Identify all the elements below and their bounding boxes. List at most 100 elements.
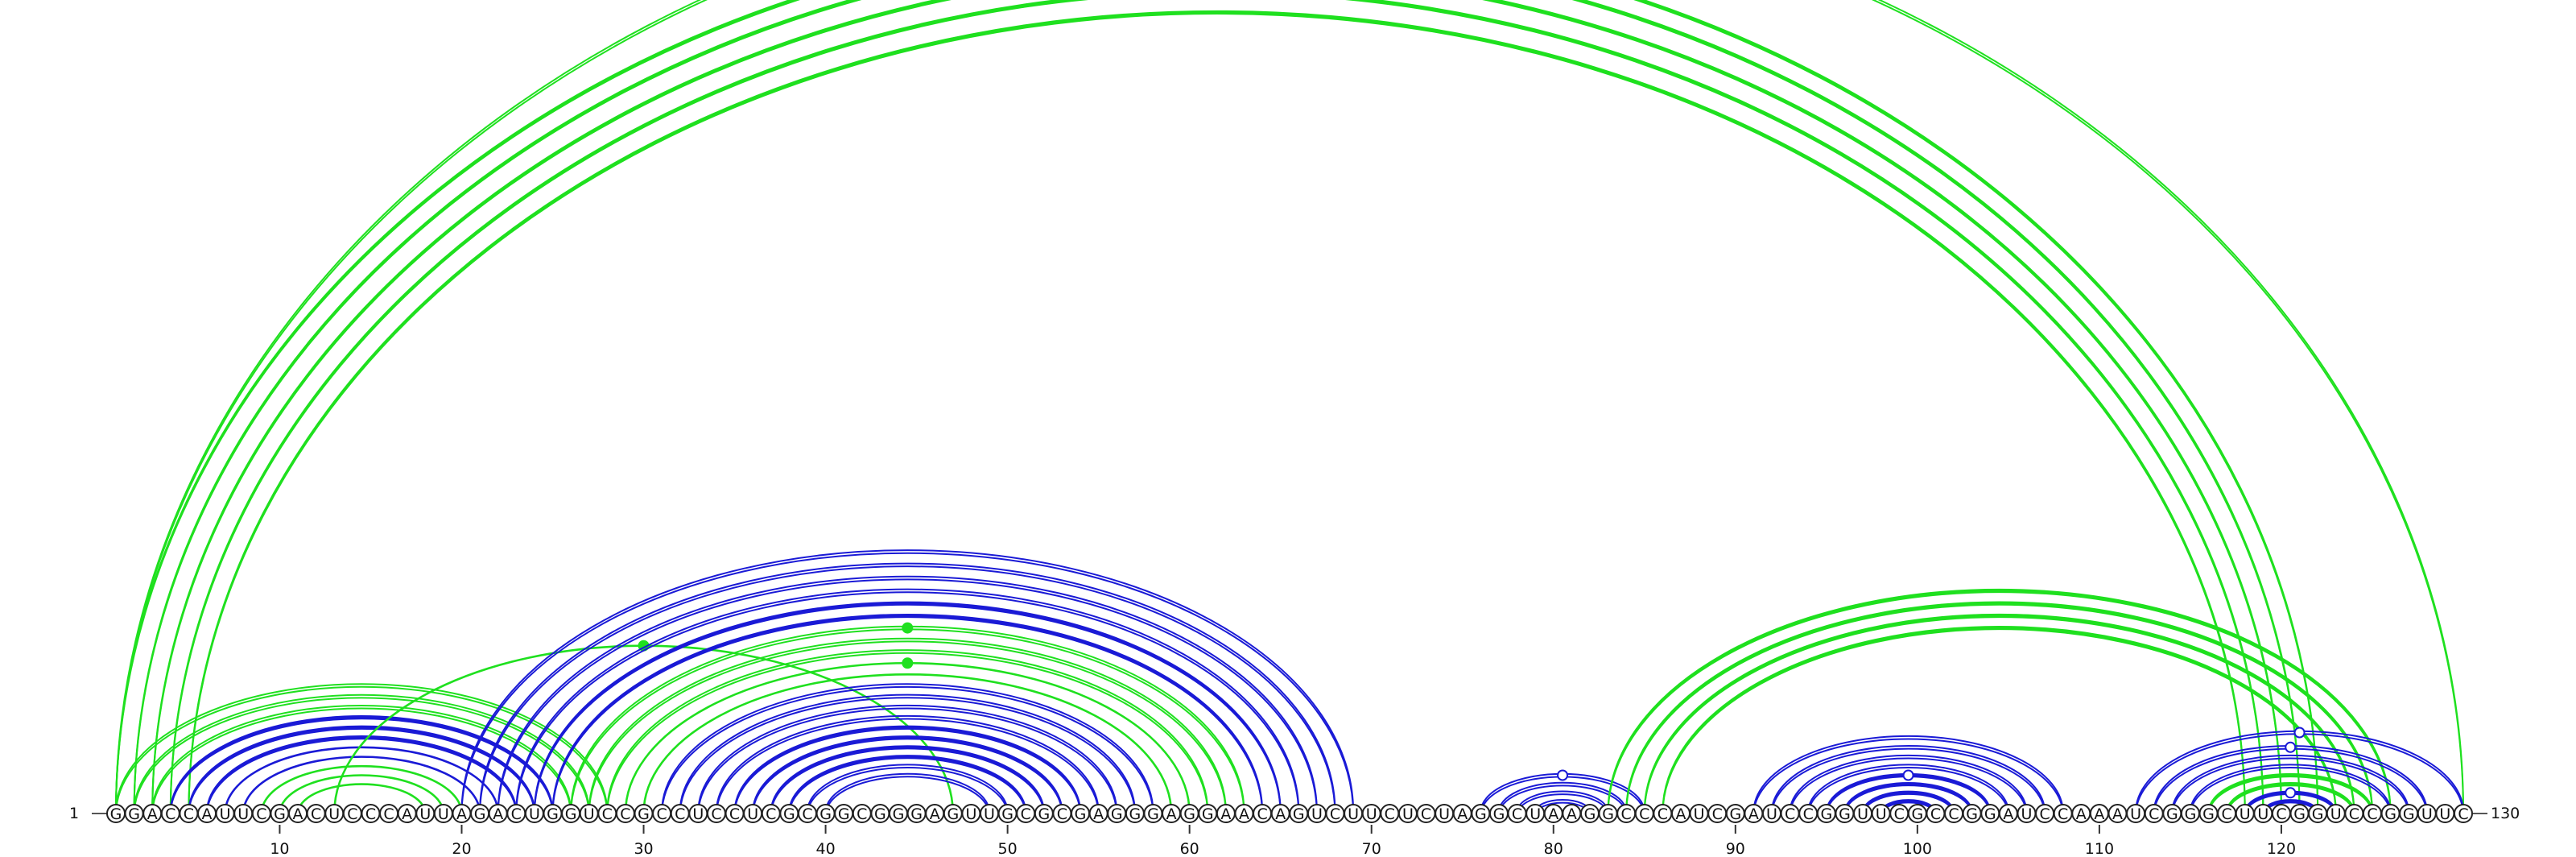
nucleotide-letter: G [910, 805, 923, 823]
nucleotide: U [579, 804, 599, 823]
arc-marker-112-130 [2293, 727, 2306, 739]
nucleotide: C [1416, 804, 1436, 823]
arc-116-125 [2207, 774, 2373, 814]
nucleotide: G [1816, 804, 1836, 823]
arc-28-61 [606, 652, 1209, 815]
arc-22-67 [497, 575, 1318, 813]
nucleotide-letter: U [1311, 805, 1323, 823]
nucleotide: U [233, 804, 254, 823]
nucleotide-letter: C [2221, 805, 2231, 823]
nucleotide-letter: C [365, 805, 376, 823]
nucleotide-letter: C [347, 805, 357, 823]
nucleotide: G [1034, 804, 1054, 823]
nucleotide-letter: C [602, 805, 613, 823]
nucleotide-letter: C [1057, 805, 1067, 823]
nucleotide: U [1871, 804, 1891, 823]
arc-1-28 [115, 685, 609, 815]
arc-11-18 [296, 783, 427, 814]
tick-label: 50 [998, 840, 1018, 857]
tick-label: 70 [1362, 840, 1381, 857]
nucleotide: G [2198, 804, 2219, 823]
arc-114-127 [2171, 754, 2410, 813]
nucleotide-letter: A [147, 805, 158, 823]
nucleotide: U [2017, 804, 2037, 823]
nucleotide: U [1307, 804, 1327, 823]
nucleotide: C [361, 804, 381, 823]
nucleotide: C [1944, 804, 1964, 823]
nucleotide: U [1344, 804, 1364, 823]
tick-label: 100 [1903, 840, 1932, 857]
nucleotide: G [1071, 804, 1091, 823]
arc-115-126 [2189, 764, 2392, 813]
nucleotide: G [2399, 804, 2419, 823]
nucleotide-letter: G [2166, 805, 2178, 823]
tick-label: 60 [1180, 840, 1199, 857]
nucleotide-letter: C [511, 805, 522, 823]
nucleotide: C [761, 804, 781, 823]
nucleotide-letter: U [1530, 805, 1541, 823]
arc-6-23 [206, 738, 518, 815]
nucleotide: A [2089, 804, 2109, 823]
nucleotide-letter: A [1239, 805, 1249, 823]
nucleotide-letter: G [638, 805, 650, 823]
nucleotide-letter: A [1676, 805, 1686, 823]
nucleotide-letter: C [383, 805, 394, 823]
nucleotide-letter: G [1729, 805, 1741, 823]
nucleotide-letter: U [1439, 805, 1450, 823]
nucleotide-letter: C [1948, 805, 1959, 823]
nucleotide: G [106, 804, 126, 823]
arc-2-121 [134, 0, 2300, 812]
arc-38-51 [788, 755, 1027, 813]
nucleotide: C [1707, 804, 1728, 823]
tick-label: 110 [2085, 840, 2114, 857]
arc-21-68 [479, 565, 1336, 815]
nucleotide-letter: U [2421, 805, 2433, 823]
nucleotide: G [124, 804, 144, 823]
arc-84-125 [1625, 602, 2373, 814]
nucleotide: G [997, 804, 1018, 823]
nucleotide-letter: C [165, 805, 175, 823]
arc-32-57 [679, 693, 1136, 813]
nucleotide-letter: G [565, 805, 577, 823]
nucleotide-letter: U [1694, 805, 1705, 823]
nucleotide-letter: A [1166, 805, 1177, 823]
nucleotide-letter: C [2039, 805, 2050, 823]
nucleotide-letter: G [274, 805, 286, 823]
nucleotide: G [1289, 804, 1309, 823]
arc-117-124 [2226, 785, 2355, 815]
nucleotide: A [2107, 804, 2128, 823]
nucleotide-letter: A [1567, 805, 1577, 823]
nucleotide: A [1162, 804, 1182, 823]
nucleotide-letter: G [2384, 805, 2396, 823]
arc-25-64 [551, 616, 1264, 815]
nucleotide: C [1798, 804, 1818, 823]
nucleotide: A [197, 804, 217, 823]
nucleotide: A [1452, 804, 1472, 823]
nucleotide-letter: C [1803, 805, 1814, 823]
nucleotide-letter: G [947, 805, 959, 823]
nucleotide-letter: G [1038, 805, 1050, 823]
nucleotide: U [1689, 804, 1709, 823]
nucleotide-letter: C [857, 805, 867, 823]
nucleotide: C [1889, 804, 1909, 823]
nucleotide: G [779, 804, 799, 823]
nucleotide: G [2380, 804, 2401, 823]
nucleotide-letter: C [2149, 805, 2159, 823]
arc-5-24 [188, 727, 535, 815]
nucleotide-letter: C [1330, 805, 1340, 823]
nucleotide: G [906, 804, 927, 823]
nucleotide: G [2180, 804, 2200, 823]
arc-5-24 [188, 725, 535, 813]
nucleotide: A [1998, 804, 2018, 823]
nucleotide-letter: C [2458, 805, 2468, 823]
nucleotide: G [1835, 804, 1855, 823]
arc-78-83 [1516, 790, 1609, 813]
arc-21-68 [479, 563, 1336, 813]
nucleotide: G [815, 804, 836, 823]
nucleotide: A [452, 804, 472, 823]
nucleotide: U [415, 804, 436, 823]
nucleotide: G [1488, 804, 1509, 823]
nucleotide: G [1598, 804, 1618, 823]
arc-2-121 [134, 0, 2300, 814]
